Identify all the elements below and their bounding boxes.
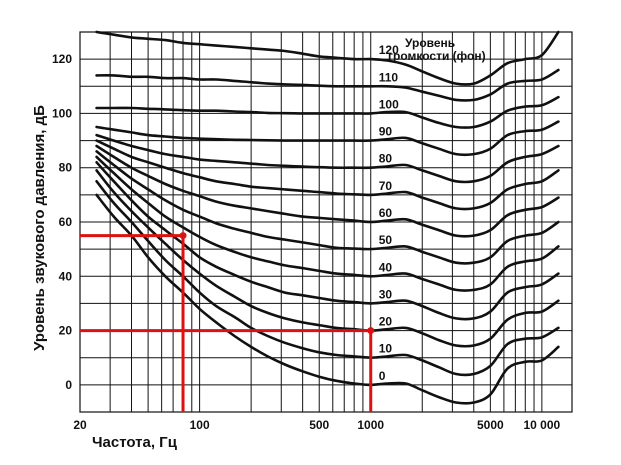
legend-title-line1: Уровень bbox=[405, 36, 455, 50]
loudness-curve-20 bbox=[95, 169, 560, 348]
curve-label-100: 100 bbox=[379, 97, 399, 111]
loudness-curve-110 bbox=[95, 68, 560, 102]
x-tick-label: 100 bbox=[190, 418, 210, 432]
y-tick-label: 120 bbox=[52, 52, 72, 66]
curve-label-40: 40 bbox=[379, 260, 393, 274]
y-tick-label: 80 bbox=[59, 161, 73, 175]
curve-label-110: 110 bbox=[379, 70, 399, 84]
loudness-curve-10 bbox=[95, 180, 560, 377]
y-axis-title: Уровень звукового давления, дБ bbox=[31, 105, 48, 351]
curve-label-90: 90 bbox=[379, 125, 393, 139]
y-tick-label: 40 bbox=[59, 269, 73, 283]
curve-label-10: 10 bbox=[379, 342, 393, 356]
guide-lines bbox=[80, 232, 375, 412]
y-tick-label: 100 bbox=[52, 106, 72, 120]
curve-label-50: 50 bbox=[379, 233, 393, 247]
loudness-curve-30 bbox=[95, 161, 560, 321]
x-tick-label: 500 bbox=[309, 418, 329, 432]
loudness-curves bbox=[95, 30, 560, 405]
curve-label-0: 0 bbox=[379, 369, 386, 383]
y-tick-label: 0 bbox=[65, 378, 72, 392]
x-tick-label: 10 000 bbox=[524, 418, 561, 432]
loudness-curve-50 bbox=[95, 150, 560, 265]
curve-label-120: 120 bbox=[379, 43, 399, 57]
curve-label-60: 60 bbox=[379, 206, 393, 220]
loudness-curve-100 bbox=[95, 95, 560, 129]
x-axis-title: Частота, Гц bbox=[92, 434, 178, 451]
x-tick-label: 5000 bbox=[477, 418, 504, 432]
loudness-curve-0 bbox=[95, 193, 560, 405]
curve-labels: 0 10 20 30 40 50 60 70 80 90 100 110 120 bbox=[379, 43, 399, 383]
y-tick-label: 20 bbox=[59, 324, 73, 338]
loudness-curve-90 bbox=[95, 120, 560, 157]
curve-label-20: 20 bbox=[379, 315, 393, 329]
loudness-curve-70 bbox=[95, 139, 560, 211]
guide-marker-1 bbox=[179, 232, 187, 240]
y-tick-label: 60 bbox=[59, 215, 73, 229]
curve-label-80: 80 bbox=[379, 152, 393, 166]
x-tick-label: 20 bbox=[73, 418, 87, 432]
guide-marker-2 bbox=[367, 327, 375, 335]
loudness-curve-80 bbox=[95, 133, 560, 184]
loudness-curve-40 bbox=[95, 155, 560, 292]
loudness-curve-120 bbox=[95, 30, 560, 86]
curve-label-30: 30 bbox=[379, 287, 393, 301]
loudness-curve-60 bbox=[95, 144, 560, 238]
x-tick-label: 1000 bbox=[357, 418, 384, 432]
curve-label-70: 70 bbox=[379, 179, 393, 193]
legend-title-line2: громкости (фон) bbox=[388, 49, 486, 63]
